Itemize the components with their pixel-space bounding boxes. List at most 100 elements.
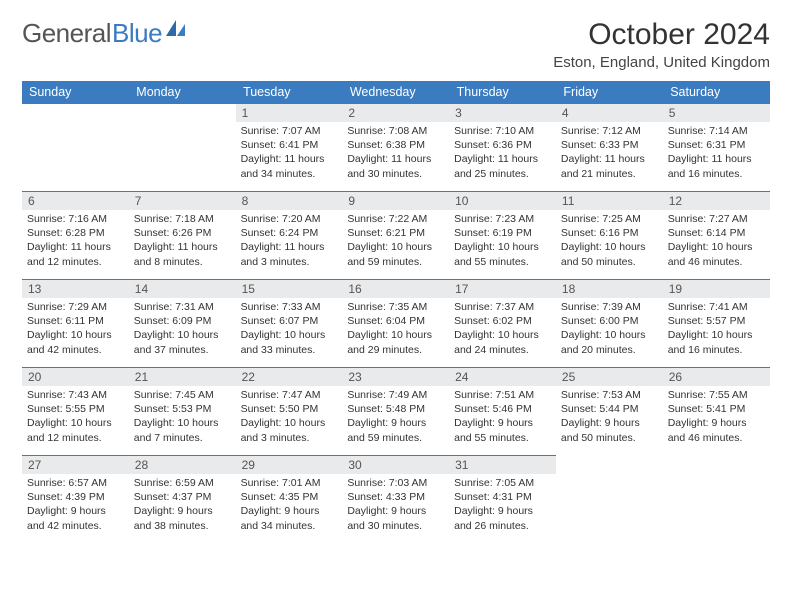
- day-number: 9: [342, 192, 449, 210]
- day-content: Sunrise: 7:05 AMSunset: 4:31 PMDaylight:…: [449, 474, 556, 537]
- day-content: Sunrise: 7:39 AMSunset: 6:00 PMDaylight:…: [556, 298, 663, 361]
- day-content: Sunrise: 7:31 AMSunset: 6:09 PMDaylight:…: [129, 298, 236, 361]
- day-number: 29: [236, 456, 343, 474]
- calendar-cell: 12Sunrise: 7:27 AMSunset: 6:14 PMDayligh…: [663, 192, 770, 280]
- day-number: 2: [342, 104, 449, 122]
- calendar-week-row: 13Sunrise: 7:29 AMSunset: 6:11 PMDayligh…: [22, 280, 770, 368]
- day-number: 14: [129, 280, 236, 298]
- day-number: 26: [663, 368, 770, 386]
- day-number: 16: [342, 280, 449, 298]
- day-content: Sunrise: 7:45 AMSunset: 5:53 PMDaylight:…: [129, 386, 236, 449]
- calendar-cell: 3Sunrise: 7:10 AMSunset: 6:36 PMDaylight…: [449, 104, 556, 192]
- day-number: 7: [129, 192, 236, 210]
- calendar-cell: 31Sunrise: 7:05 AMSunset: 4:31 PMDayligh…: [449, 456, 556, 544]
- day-content: Sunrise: 7:53 AMSunset: 5:44 PMDaylight:…: [556, 386, 663, 449]
- logo-text-gray: General: [22, 18, 111, 49]
- day-number: 1: [236, 104, 343, 122]
- day-content: Sunrise: 7:22 AMSunset: 6:21 PMDaylight:…: [342, 210, 449, 273]
- calendar-cell: 30Sunrise: 7:03 AMSunset: 4:33 PMDayligh…: [342, 456, 449, 544]
- day-content: Sunrise: 7:10 AMSunset: 6:36 PMDaylight:…: [449, 122, 556, 185]
- day-number: 28: [129, 456, 236, 474]
- calendar-cell-empty: ..: [556, 456, 663, 544]
- calendar-cell: 16Sunrise: 7:35 AMSunset: 6:04 PMDayligh…: [342, 280, 449, 368]
- day-number: 5: [663, 104, 770, 122]
- calendar-cell: 6Sunrise: 7:16 AMSunset: 6:28 PMDaylight…: [22, 192, 129, 280]
- day-number: 20: [22, 368, 129, 386]
- calendar-week-row: 20Sunrise: 7:43 AMSunset: 5:55 PMDayligh…: [22, 368, 770, 456]
- calendar-cell: 7Sunrise: 7:18 AMSunset: 6:26 PMDaylight…: [129, 192, 236, 280]
- day-content: Sunrise: 7:27 AMSunset: 6:14 PMDaylight:…: [663, 210, 770, 273]
- day-content: Sunrise: 7:12 AMSunset: 6:33 PMDaylight:…: [556, 122, 663, 185]
- calendar-cell: 27Sunrise: 6:57 AMSunset: 4:39 PMDayligh…: [22, 456, 129, 544]
- day-content: Sunrise: 6:59 AMSunset: 4:37 PMDaylight:…: [129, 474, 236, 537]
- calendar-cell: 9Sunrise: 7:22 AMSunset: 6:21 PMDaylight…: [342, 192, 449, 280]
- day-number: 15: [236, 280, 343, 298]
- header: GeneralBlue October 2024 Eston, England,…: [22, 18, 770, 71]
- calendar-cell: 25Sunrise: 7:53 AMSunset: 5:44 PMDayligh…: [556, 368, 663, 456]
- calendar-cell: 24Sunrise: 7:51 AMSunset: 5:46 PMDayligh…: [449, 368, 556, 456]
- day-number: 13: [22, 280, 129, 298]
- calendar-table: SundayMondayTuesdayWednesdayThursdayFrid…: [22, 81, 770, 544]
- calendar-cell: 20Sunrise: 7:43 AMSunset: 5:55 PMDayligh…: [22, 368, 129, 456]
- day-number: 4: [556, 104, 663, 122]
- calendar-cell: 17Sunrise: 7:37 AMSunset: 6:02 PMDayligh…: [449, 280, 556, 368]
- calendar-cell: 21Sunrise: 7:45 AMSunset: 5:53 PMDayligh…: [129, 368, 236, 456]
- day-content: Sunrise: 7:14 AMSunset: 6:31 PMDaylight:…: [663, 122, 770, 185]
- calendar-week-row: 6Sunrise: 7:16 AMSunset: 6:28 PMDaylight…: [22, 192, 770, 280]
- day-number: 24: [449, 368, 556, 386]
- calendar-cell-empty: ..: [22, 104, 129, 192]
- calendar-cell: 14Sunrise: 7:31 AMSunset: 6:09 PMDayligh…: [129, 280, 236, 368]
- logo: GeneralBlue: [22, 18, 187, 49]
- day-number: 6: [22, 192, 129, 210]
- day-content: Sunrise: 7:33 AMSunset: 6:07 PMDaylight:…: [236, 298, 343, 361]
- day-number: 22: [236, 368, 343, 386]
- title-block: October 2024 Eston, England, United King…: [553, 18, 770, 71]
- weekday-header: Thursday: [449, 81, 556, 104]
- calendar-body: ....1Sunrise: 7:07 AMSunset: 6:41 PMDayl…: [22, 104, 770, 544]
- calendar-cell-empty: ..: [129, 104, 236, 192]
- calendar-week-row: 27Sunrise: 6:57 AMSunset: 4:39 PMDayligh…: [22, 456, 770, 544]
- day-content: Sunrise: 6:57 AMSunset: 4:39 PMDaylight:…: [22, 474, 129, 537]
- day-content: Sunrise: 7:20 AMSunset: 6:24 PMDaylight:…: [236, 210, 343, 273]
- day-content: Sunrise: 7:29 AMSunset: 6:11 PMDaylight:…: [22, 298, 129, 361]
- calendar-cell: 23Sunrise: 7:49 AMSunset: 5:48 PMDayligh…: [342, 368, 449, 456]
- day-number: 10: [449, 192, 556, 210]
- calendar-cell: 2Sunrise: 7:08 AMSunset: 6:38 PMDaylight…: [342, 104, 449, 192]
- calendar-page: GeneralBlue October 2024 Eston, England,…: [0, 0, 792, 554]
- day-content: Sunrise: 7:18 AMSunset: 6:26 PMDaylight:…: [129, 210, 236, 273]
- day-content: Sunrise: 7:43 AMSunset: 5:55 PMDaylight:…: [22, 386, 129, 449]
- day-content: Sunrise: 7:47 AMSunset: 5:50 PMDaylight:…: [236, 386, 343, 449]
- weekday-header: Friday: [556, 81, 663, 104]
- calendar-cell: 28Sunrise: 6:59 AMSunset: 4:37 PMDayligh…: [129, 456, 236, 544]
- day-number: 21: [129, 368, 236, 386]
- day-content: Sunrise: 7:03 AMSunset: 4:33 PMDaylight:…: [342, 474, 449, 537]
- calendar-cell-empty: ..: [663, 456, 770, 544]
- day-number: 27: [22, 456, 129, 474]
- day-number: 31: [449, 456, 556, 474]
- calendar-cell: 19Sunrise: 7:41 AMSunset: 5:57 PMDayligh…: [663, 280, 770, 368]
- day-number: 25: [556, 368, 663, 386]
- day-content: Sunrise: 7:35 AMSunset: 6:04 PMDaylight:…: [342, 298, 449, 361]
- calendar-head: SundayMondayTuesdayWednesdayThursdayFrid…: [22, 81, 770, 104]
- weekday-header: Tuesday: [236, 81, 343, 104]
- day-content: Sunrise: 7:49 AMSunset: 5:48 PMDaylight:…: [342, 386, 449, 449]
- day-content: Sunrise: 7:51 AMSunset: 5:46 PMDaylight:…: [449, 386, 556, 449]
- day-content: Sunrise: 7:16 AMSunset: 6:28 PMDaylight:…: [22, 210, 129, 273]
- weekday-header: Monday: [129, 81, 236, 104]
- day-content: Sunrise: 7:55 AMSunset: 5:41 PMDaylight:…: [663, 386, 770, 449]
- logo-sail-icon: [165, 13, 187, 44]
- calendar-cell: 11Sunrise: 7:25 AMSunset: 6:16 PMDayligh…: [556, 192, 663, 280]
- day-number: 30: [342, 456, 449, 474]
- calendar-cell: 5Sunrise: 7:14 AMSunset: 6:31 PMDaylight…: [663, 104, 770, 192]
- day-number: 19: [663, 280, 770, 298]
- day-number: 3: [449, 104, 556, 122]
- calendar-cell: 26Sunrise: 7:55 AMSunset: 5:41 PMDayligh…: [663, 368, 770, 456]
- calendar-week-row: ....1Sunrise: 7:07 AMSunset: 6:41 PMDayl…: [22, 104, 770, 192]
- calendar-cell: 13Sunrise: 7:29 AMSunset: 6:11 PMDayligh…: [22, 280, 129, 368]
- day-content: Sunrise: 7:37 AMSunset: 6:02 PMDaylight:…: [449, 298, 556, 361]
- logo-text-blue: Blue: [112, 18, 162, 49]
- weekday-header: Saturday: [663, 81, 770, 104]
- calendar-cell: 22Sunrise: 7:47 AMSunset: 5:50 PMDayligh…: [236, 368, 343, 456]
- day-number: 11: [556, 192, 663, 210]
- calendar-cell: 1Sunrise: 7:07 AMSunset: 6:41 PMDaylight…: [236, 104, 343, 192]
